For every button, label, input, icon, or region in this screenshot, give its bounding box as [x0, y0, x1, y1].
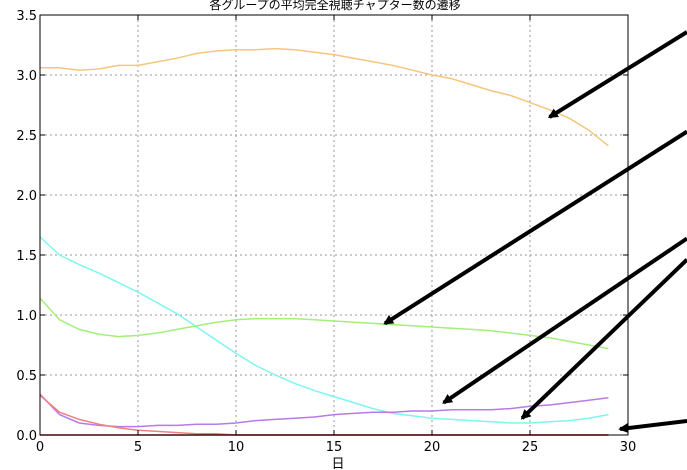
series-line [39, 236, 609, 424]
x-tick-label: 0 [36, 440, 44, 455]
y-tick-label: 0.5 [16, 369, 37, 384]
series-line [39, 393, 609, 428]
annotation-arrows [383, 30, 687, 434]
x-tick-label: 10 [228, 440, 245, 455]
annotation-arrow [383, 129, 687, 326]
x-tick-label: 30 [620, 440, 637, 455]
x-tick-label: 20 [424, 440, 441, 455]
x-tick-label: 25 [522, 440, 539, 455]
grid-lines [40, 15, 628, 435]
series-group [39, 47, 609, 436]
series-line [40, 47, 609, 147]
y-tick-label: 1.5 [16, 249, 37, 264]
y-tick-label: 0.0 [16, 429, 37, 444]
annotation-arrow [520, 258, 687, 420]
series-line [39, 297, 609, 350]
annotation-arrow [547, 30, 687, 119]
chart-title: 各グループの平均完全視聴チャプター数の遷移 [209, 0, 460, 12]
axis-ticks: 0 5 10 15 20 25 30 0.0 0.5 1.0 1.5 2.0 2.5 3.0 3.5 [16, 9, 636, 455]
y-tick-label: 3.5 [16, 9, 37, 24]
y-tick-label: 1.0 [16, 309, 37, 324]
annotation-arrow [442, 236, 687, 405]
x-axis-label: 日 [331, 457, 344, 470]
y-tick-label: 2.0 [16, 189, 37, 204]
y-tick-label: 3.0 [16, 69, 37, 84]
x-tick-label: 5 [134, 440, 142, 455]
annotation-arrow [618, 419, 687, 434]
x-tick-label: 15 [326, 440, 343, 455]
y-tick-label: 2.5 [16, 129, 37, 144]
